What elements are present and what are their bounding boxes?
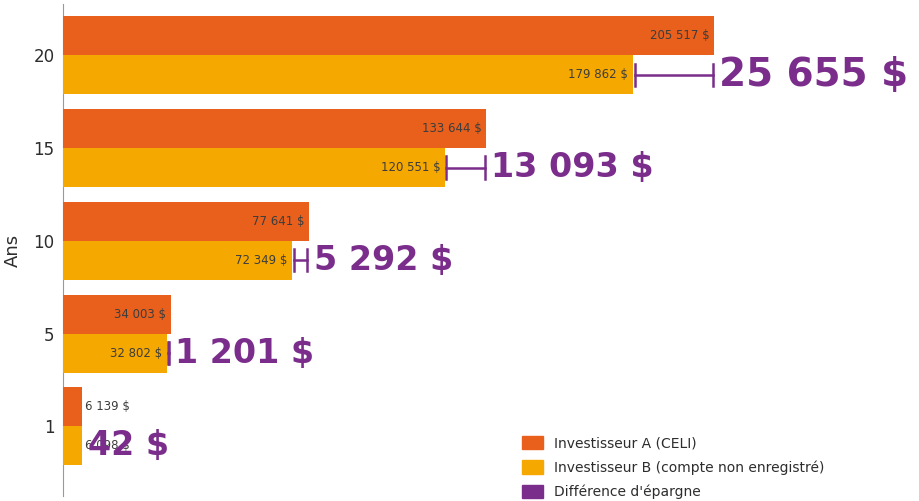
Text: 13 093 $: 13 093 $ — [491, 151, 653, 184]
Text: 42 $: 42 $ — [88, 429, 169, 462]
Y-axis label: Ans: Ans — [5, 233, 22, 267]
Text: 1 201 $: 1 201 $ — [176, 337, 314, 370]
Bar — [62, 295, 171, 334]
Text: 120 551 $: 120 551 $ — [380, 161, 440, 174]
Text: 72 349 $: 72 349 $ — [235, 254, 288, 267]
Text: 32 802 $: 32 802 $ — [110, 347, 162, 360]
Bar — [62, 202, 309, 241]
Bar — [62, 426, 82, 465]
Text: 34 003 $: 34 003 $ — [114, 308, 165, 321]
Bar — [62, 334, 166, 373]
Text: 6 139 $: 6 139 $ — [85, 400, 130, 413]
Text: 5 292 $: 5 292 $ — [313, 244, 453, 277]
Text: 133 644 $: 133 644 $ — [422, 122, 482, 135]
Bar — [62, 387, 82, 426]
Text: 25 655 $: 25 655 $ — [719, 56, 908, 94]
Bar — [62, 241, 292, 280]
Bar — [62, 16, 714, 55]
Bar — [62, 109, 486, 148]
Bar — [62, 148, 445, 187]
Text: 6 098 $: 6 098 $ — [85, 439, 130, 452]
Text: 77 641 $: 77 641 $ — [252, 215, 304, 228]
Bar — [62, 55, 633, 94]
Legend: Investisseur A (CELI), Investisseur B (compte non enregistré), Différence d'épar: Investisseur A (CELI), Investisseur B (c… — [522, 436, 824, 499]
Text: 205 517 $: 205 517 $ — [650, 29, 709, 42]
Text: 179 862 $: 179 862 $ — [568, 68, 629, 81]
